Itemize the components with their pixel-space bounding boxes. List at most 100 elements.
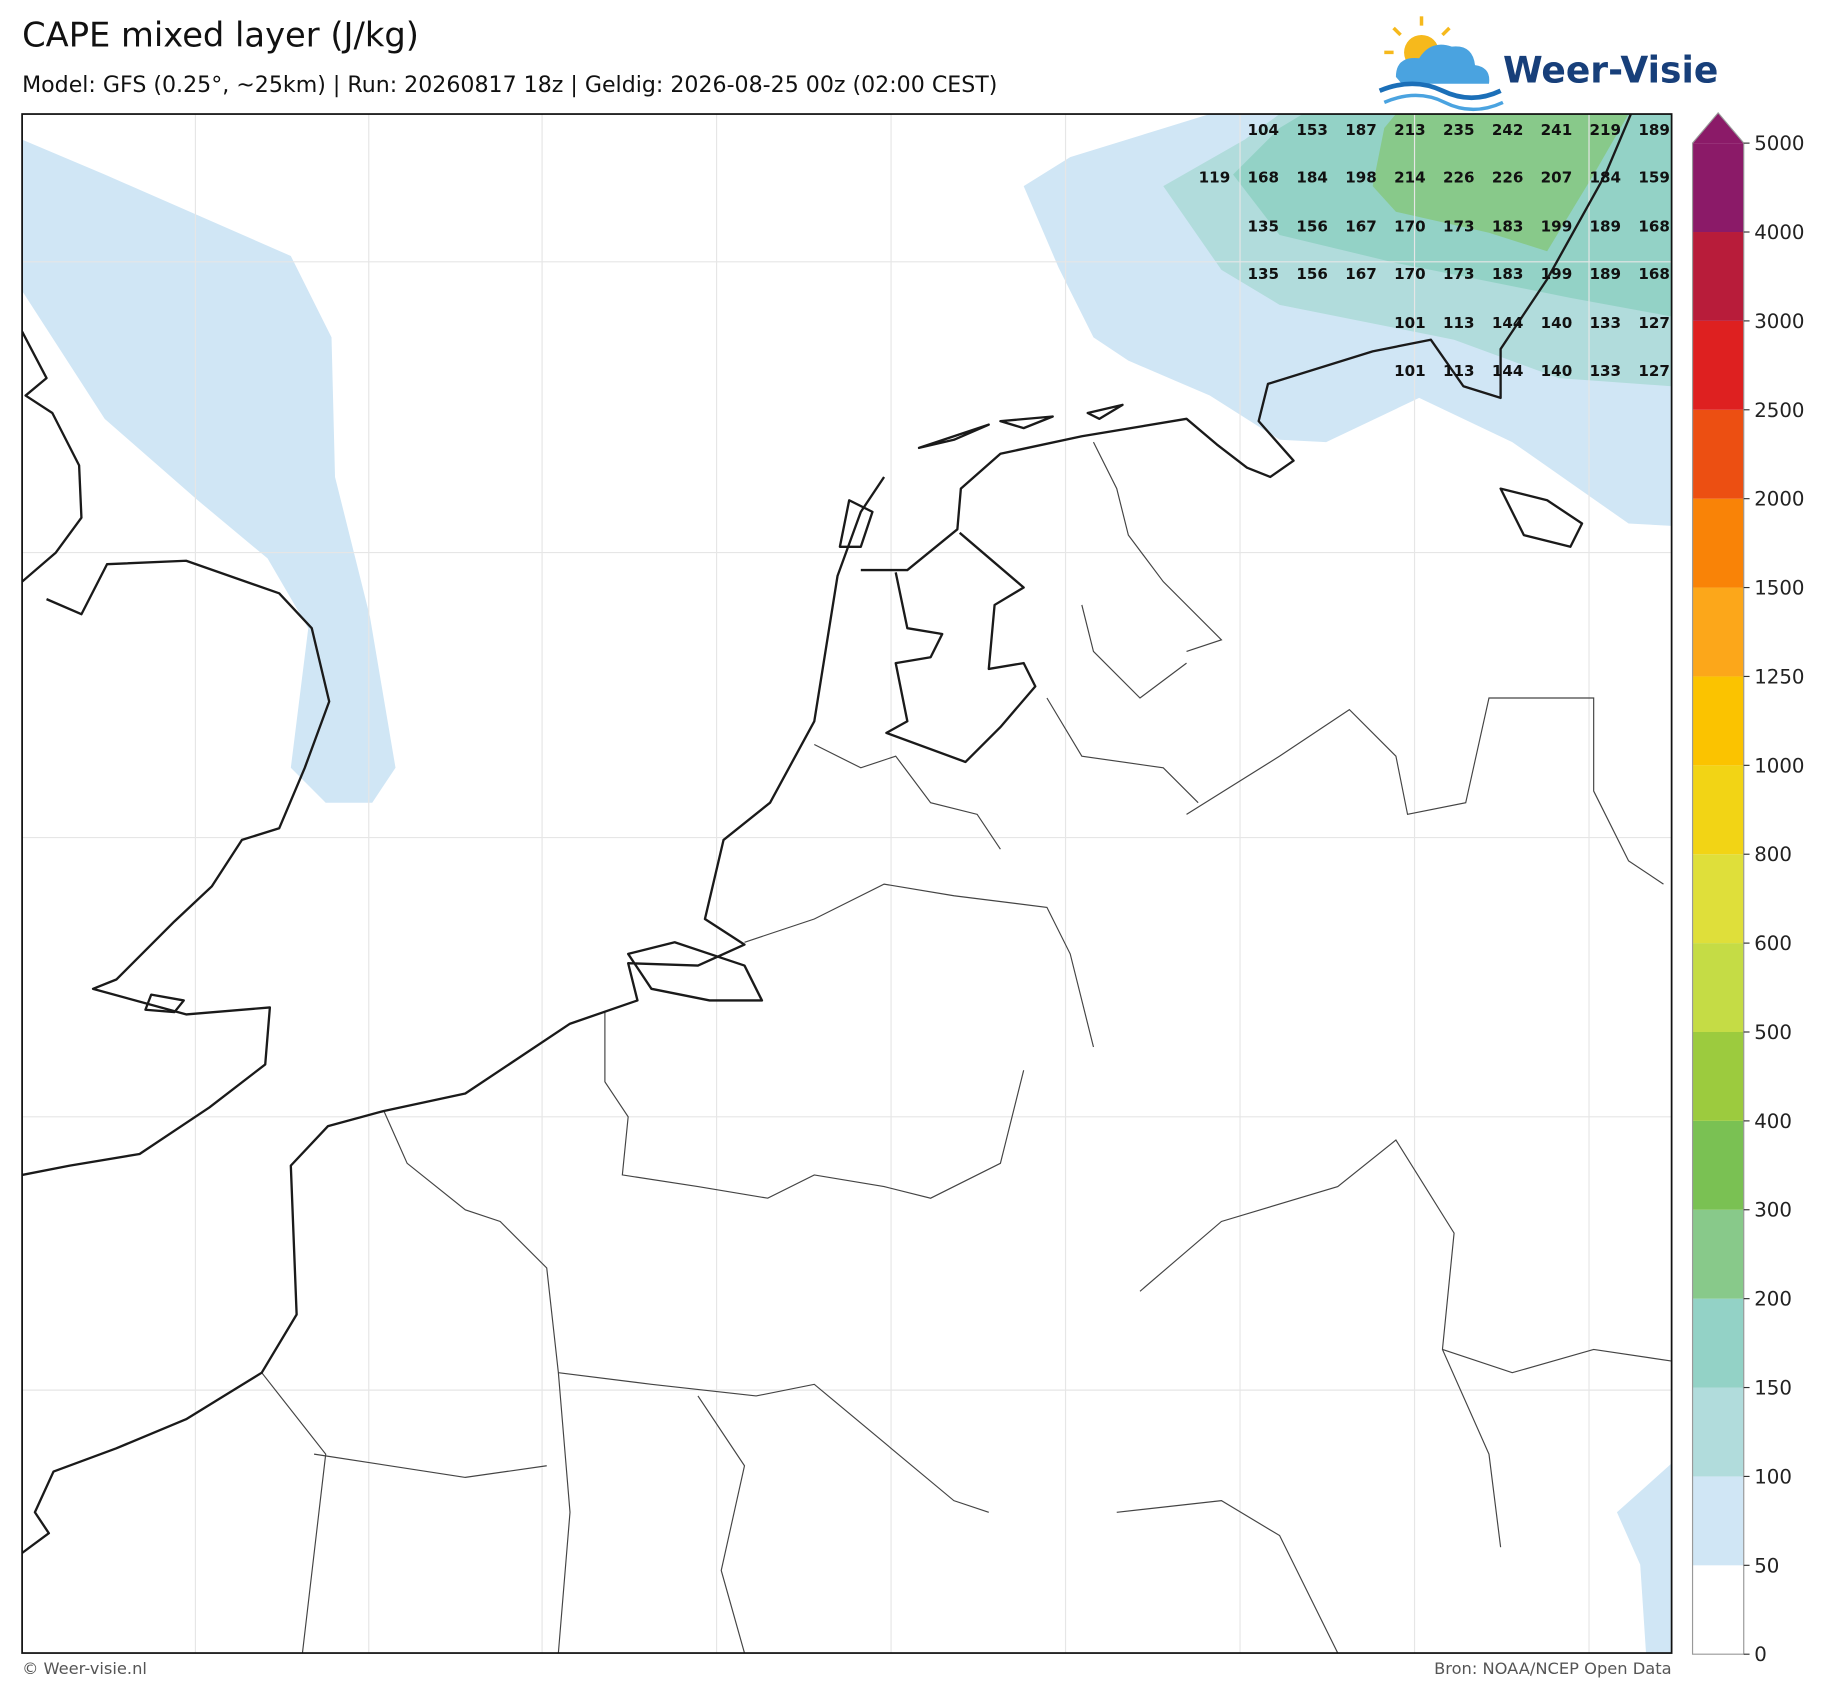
cape-value: 241 (1541, 121, 1573, 139)
cape-value: 153 (1296, 121, 1328, 139)
cape-shading (22, 114, 1672, 1654)
cape-value: 167 (1345, 218, 1377, 236)
colorbar-segment (1692, 1387, 1744, 1477)
colorbar-tick-label: 100 (1754, 1465, 1792, 1488)
cape-value: 235 (1443, 121, 1475, 139)
colorbar-outline (1691, 111, 1745, 1655)
cape-value: 198 (1345, 169, 1377, 187)
logo-rays (1384, 16, 1451, 55)
cape-value: 133 (1590, 362, 1622, 380)
colorbar-segment (1692, 1565, 1744, 1655)
colorbar-segment (1692, 1031, 1744, 1121)
footer-right: Bron: NOAA/NCEP Open Data (1434, 1659, 1672, 1678)
colorbar-tick-label: 4000 (1754, 221, 1804, 244)
colorbar-segment (1692, 676, 1744, 766)
cape-value: 101 (1394, 362, 1426, 380)
cape-value: 113 (1443, 362, 1475, 380)
cape-value: 119 (1199, 169, 1231, 187)
colorbar-tick-label: 5000 (1754, 132, 1804, 155)
colorbar-extend (1692, 112, 1744, 144)
cape-value: 207 (1541, 169, 1573, 187)
cape-value: 144 (1492, 362, 1524, 380)
cape-area (1616, 1463, 1672, 1654)
colorbar-tick-label: 1000 (1754, 754, 1804, 777)
cape-value: 113 (1443, 314, 1475, 332)
cape-value: 226 (1492, 169, 1524, 187)
cape-value: 219 (1590, 121, 1622, 139)
colorbar-segment (1692, 143, 1744, 233)
cape-area (22, 139, 396, 803)
colorbar-tick-label: 2500 (1754, 399, 1804, 422)
colorbar: 0 50 100 150 200 300 400 500 600 800 1000 1250 1500 2… (1691, 111, 1805, 1666)
cape-value: 173 (1443, 265, 1475, 283)
cape-value: 226 (1443, 169, 1475, 187)
cape-value: 189 (1590, 265, 1622, 283)
colorbar-tick-label: 150 (1754, 1377, 1792, 1400)
cape-value: 242 (1492, 121, 1524, 139)
title: CAPE mixed layer (J/kg) (22, 16, 419, 55)
cape-value: 199 (1541, 265, 1573, 283)
colorbar-tick-label: 500 (1754, 1021, 1792, 1044)
colorbar-segment (1692, 854, 1744, 944)
cape-value: 183 (1492, 218, 1524, 236)
colorbar-segment (1692, 232, 1744, 321)
cape-value: 183 (1492, 265, 1524, 283)
cape-values: 104 153 187 213 235 242 241 219 189 119 168 184 198 2… (1199, 121, 1670, 380)
colorbar-tick-label: 200 (1754, 1288, 1792, 1311)
borders (261, 441, 1672, 1654)
colorbar-segment (1692, 943, 1744, 1032)
cape-value: 184 (1590, 169, 1622, 187)
logo-wave (1378, 81, 1502, 101)
colorbar-segment (1692, 320, 1744, 410)
colorbar-tick-label: 300 (1754, 1199, 1792, 1222)
colorbar-tick-label: 0 (1754, 1643, 1767, 1666)
colorbar-tick-label: 600 (1754, 932, 1792, 955)
logo-text: Weer-Visie (1503, 50, 1718, 92)
cape-value: 170 (1394, 265, 1426, 283)
logo: Weer-Visie (1378, 16, 1718, 112)
colorbar-segment (1692, 409, 1744, 499)
cape-value: 104 (1248, 121, 1280, 139)
cape-value: 170 (1394, 218, 1426, 236)
cape-value: 101 (1394, 314, 1426, 332)
cape-value: 159 (1638, 169, 1670, 187)
cape-value: 156 (1296, 218, 1328, 236)
grid (22, 114, 1672, 1654)
cape-value: 156 (1296, 265, 1328, 283)
coastlines (22, 114, 1632, 1554)
cape-value: 135 (1248, 218, 1280, 236)
colorbar-tick-label: 3000 (1754, 310, 1804, 333)
colorbar-segment (1692, 1476, 1744, 1566)
cape-value: 127 (1638, 362, 1670, 380)
cape-value: 144 (1492, 314, 1524, 332)
colorbar-segment (1692, 498, 1744, 588)
cape-value: 187 (1345, 121, 1377, 139)
colorbar-tick-label: 50 (1754, 1554, 1779, 1577)
colorbar-segment (1692, 1298, 1744, 1388)
cape-value: 140 (1541, 314, 1573, 332)
colorbar-segment (1692, 1120, 1744, 1210)
map-frame (21, 113, 1673, 1654)
logo-wave (1383, 93, 1504, 112)
cape-value: 127 (1638, 314, 1670, 332)
cape-value: 168 (1638, 218, 1670, 236)
cape-value: 213 (1394, 121, 1426, 139)
colorbar-segment (1692, 1209, 1744, 1299)
cape-value: 168 (1248, 169, 1280, 187)
cape-value: 133 (1590, 314, 1622, 332)
cape-value: 184 (1296, 169, 1328, 187)
footer-left: © Weer-visie.nl (22, 1659, 147, 1678)
colorbar-tick-label: 1250 (1754, 665, 1804, 688)
cape-value: 189 (1590, 218, 1622, 236)
cape-value: 173 (1443, 218, 1475, 236)
cape-value: 135 (1248, 265, 1280, 283)
cape-value: 199 (1541, 218, 1573, 236)
cape-area (1372, 114, 1629, 252)
colorbar-segment (1692, 765, 1744, 855)
subtitle: Model: GFS (0.25°, ~25km) | Run: 2026081… (22, 72, 997, 98)
logo-cloud (1395, 44, 1490, 84)
colorbar-segment (1692, 587, 1744, 677)
cape-value: 140 (1541, 362, 1573, 380)
colorbar-tick-label: 2000 (1754, 488, 1804, 511)
